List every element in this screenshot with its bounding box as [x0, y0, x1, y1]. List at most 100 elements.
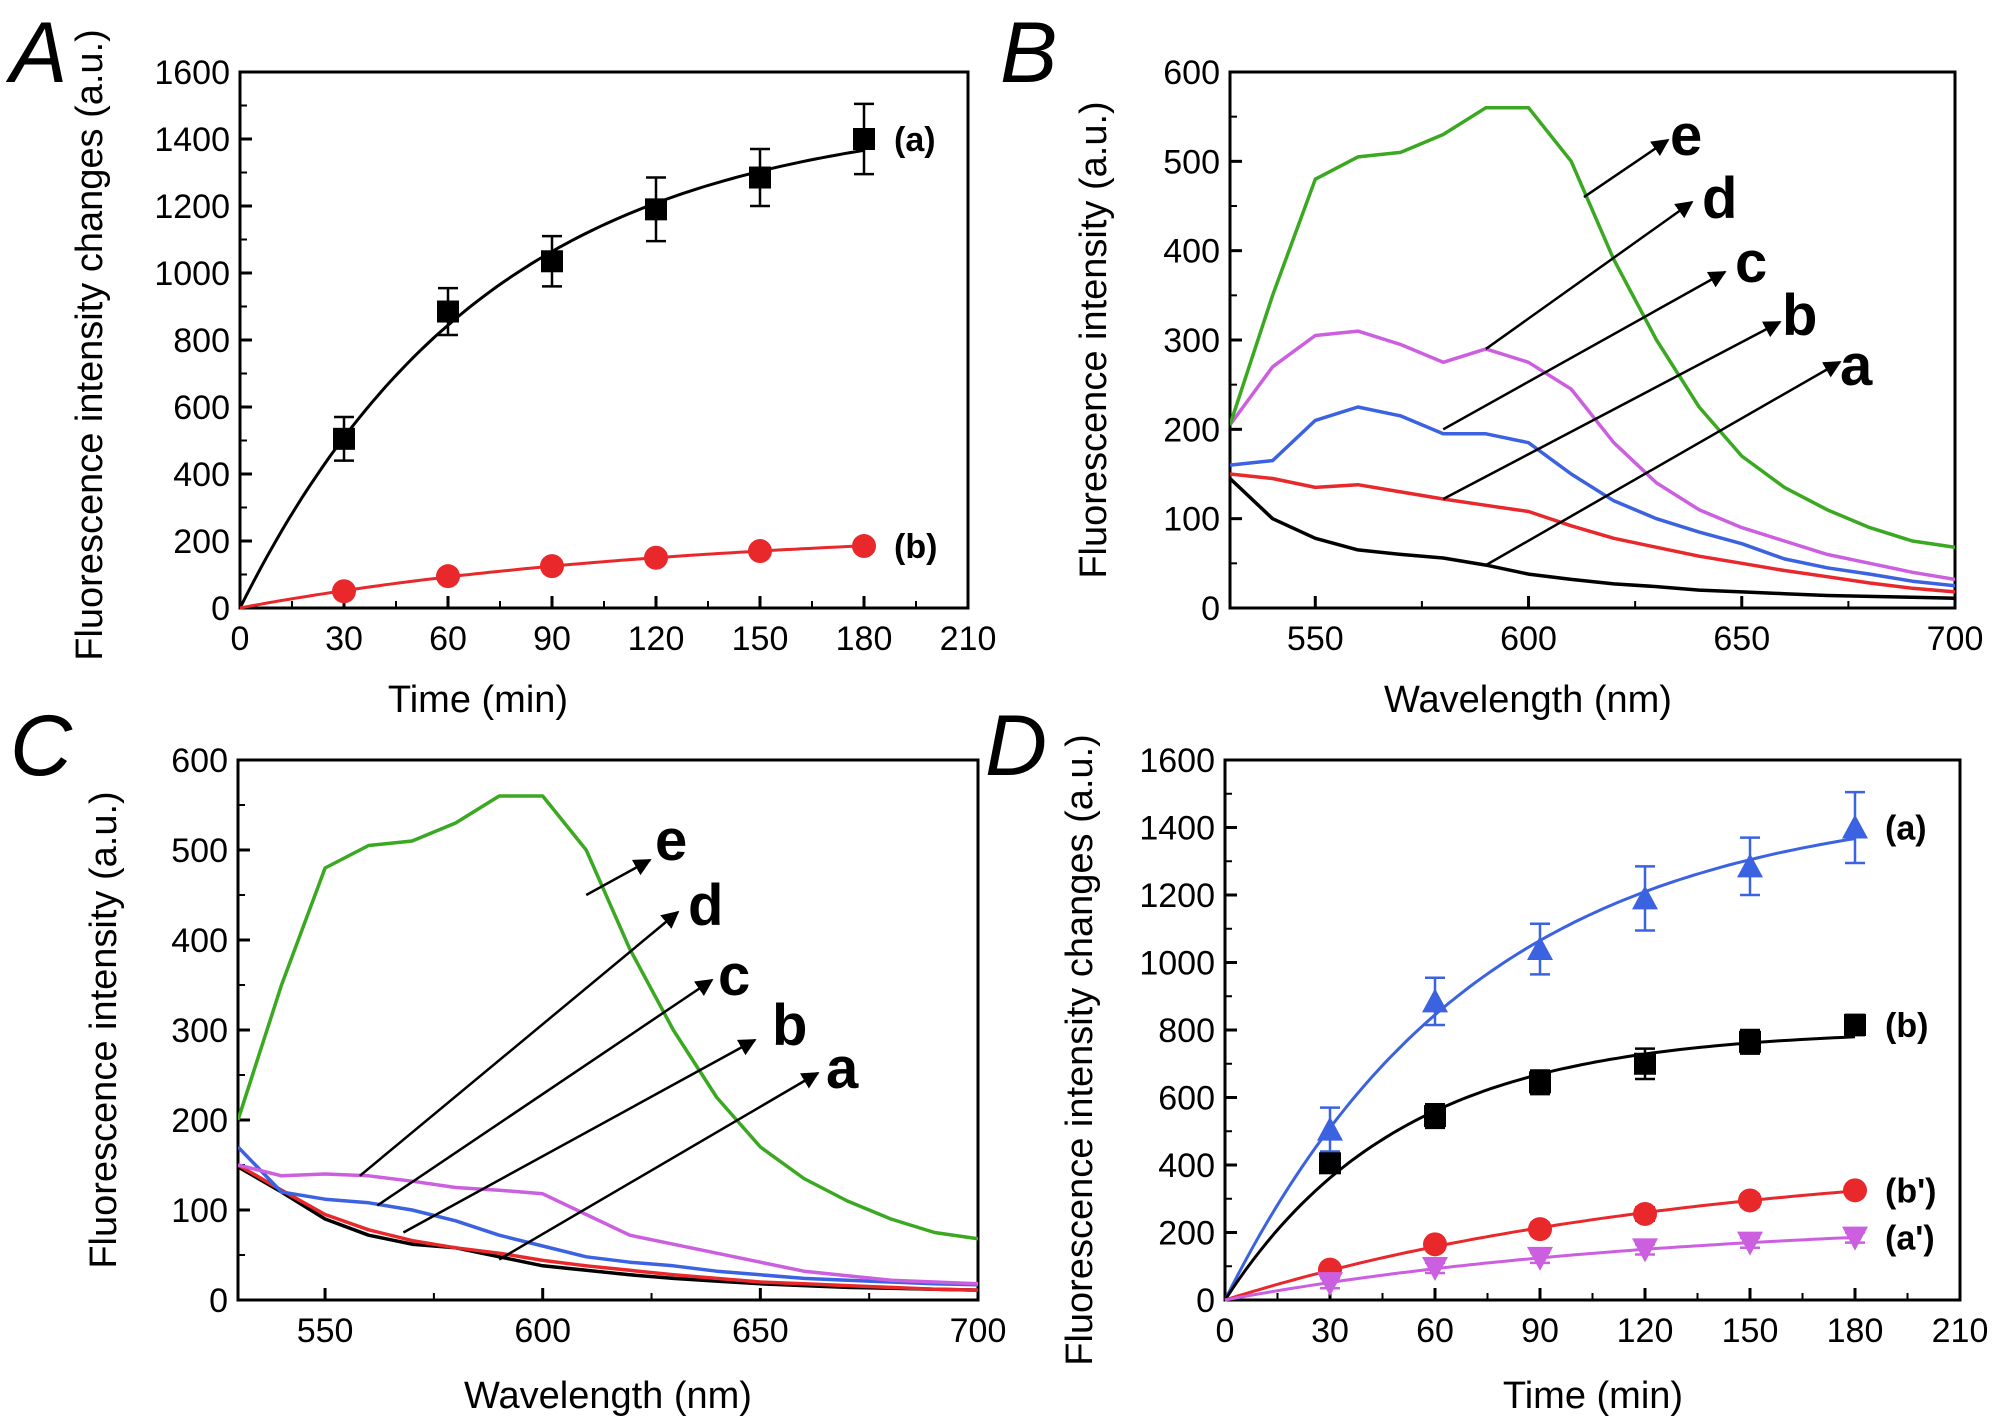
- panel-a-x-tick-label: 180: [836, 620, 893, 658]
- panel-a-series-tag: (b): [894, 528, 937, 566]
- panel-c-series-group: [238, 794, 978, 1292]
- panel-letter-d: D: [985, 698, 1047, 794]
- panel-c-label-arrow-b: [402, 1038, 757, 1234]
- panel-d-y-axis-title: Fluorescence intensity changes (a.u.): [1059, 734, 1101, 1366]
- panel-d-y-tick-label: 0: [1196, 1282, 1215, 1320]
- panel-a-y-axis-title: Fluorescence intensity changes (a.u.): [69, 29, 111, 661]
- panel-a-data-point: [437, 300, 459, 323]
- panel-a-data-point: [749, 166, 771, 189]
- panel-b-label-arrow-c: [1442, 270, 1727, 431]
- panel-d-data-point: [1632, 1238, 1658, 1263]
- panel-d-series-tag: (a'): [1885, 1220, 1935, 1258]
- panel-a-series-tag: (a): [894, 121, 936, 159]
- panel-b-y-tick-label: 100: [1163, 501, 1220, 539]
- panel-a-x-tick-label: 210: [940, 620, 997, 658]
- panel-b-series-c-line: [1230, 405, 1955, 588]
- panel-b-curve-label-a: a: [1840, 333, 1873, 398]
- panel-d-data-point: [1633, 1201, 1657, 1226]
- panel-d-series-tag: (b'): [1885, 1172, 1937, 1210]
- panel-a-data-point: [644, 545, 668, 570]
- panel-d-data-point: [1423, 1232, 1447, 1257]
- panel-d-y-tick-label: 1600: [1139, 742, 1215, 780]
- panel-b-label-arrow-d: [1485, 200, 1694, 350]
- panel-a-data-point: [541, 250, 563, 273]
- panel-b-x-tick-label: 650: [1713, 620, 1770, 658]
- panel-b-curve-label-d: d: [1702, 166, 1737, 231]
- panel-d-x-tick-label: 90: [1521, 1312, 1559, 1350]
- panel-b-y-axis-title: Fluorescence intensity (a.u.): [1073, 101, 1115, 578]
- panel-d-data-point: [1842, 1226, 1868, 1251]
- panel-letter-c: C: [10, 698, 73, 794]
- panel-d-y-tick-label: 1400: [1139, 810, 1215, 848]
- panel-b-label-arrow-b: [1442, 320, 1782, 501]
- panel-c-y-tick-label: 0: [209, 1282, 228, 1320]
- panel-b-y-tick-label: 0: [1201, 590, 1220, 628]
- panel-b-y-tick-label: 400: [1163, 233, 1220, 271]
- panel-b-curve-label-b: b: [1782, 283, 1817, 348]
- panel-a-y-tick-label: 200: [173, 523, 230, 561]
- panel-a-x-tick-label: 150: [732, 620, 789, 658]
- panel-a: A 0 30 60 90 120 150 180 210 0 200 400 600 800 1000 12…: [5, 5, 996, 721]
- panel-d-data-point: [1737, 853, 1763, 878]
- panel-d-data-point: [1738, 1188, 1762, 1213]
- panel-d: D 0 30 60 90 120 150 180 210 0 200 400 600 800 1000 12…: [985, 698, 1988, 1417]
- panel-c-curve-label-e: e: [655, 808, 687, 873]
- panel-d-y-tick-label: 1000: [1139, 945, 1215, 983]
- panel-a-x-tick-label: 120: [628, 620, 685, 658]
- panel-c-label-arrow-c: [376, 978, 714, 1207]
- panel-c-plot-frame: [236, 758, 980, 1302]
- panel-b-label-arrow-a: [1485, 360, 1842, 567]
- panel-d-x-tick-label: 60: [1416, 1312, 1454, 1350]
- panel-d-y-tick-label: 400: [1158, 1147, 1215, 1185]
- panel-d-data-point: [1528, 1217, 1552, 1242]
- panel-d-x-axis-title: Time (min): [1503, 1375, 1683, 1417]
- panel-a-x-axis-title: Time (min): [388, 679, 568, 721]
- panel-a-data-point: [853, 128, 875, 150]
- panel-d-data-point: [1844, 1013, 1866, 1036]
- panel-b-x-tick-label: 600: [1500, 620, 1557, 658]
- panel-b-y-tick-label: 500: [1163, 143, 1220, 181]
- panel-a-data-point: [852, 534, 876, 559]
- panel-a-y-tick-label: 1600: [154, 54, 230, 92]
- panel-a-y-tick-label: 800: [173, 322, 230, 360]
- panel-d-x-tick-label: 180: [1827, 1312, 1884, 1350]
- panel-a-x-tick-label: 0: [231, 620, 250, 658]
- panel-c-y-axis-title: Fluorescence intensity (a.u.): [83, 791, 125, 1268]
- panel-d-data-point: [1529, 1071, 1551, 1094]
- panel-b-x-tick-label: 700: [1927, 620, 1984, 658]
- panel-d-y-tick-label: 1200: [1139, 877, 1215, 915]
- panel-d-x-tick-label: 0: [1216, 1312, 1235, 1350]
- panel-c-curve-label-b: b: [772, 993, 807, 1058]
- panel-b-series-a-line: [1230, 477, 1955, 600]
- panel-a-y-tick-label: 1000: [154, 255, 230, 293]
- panel-d-y-tick-label: 200: [1158, 1215, 1215, 1253]
- panel-c-curve-label-c: c: [718, 943, 750, 1008]
- panel-d-data-point: [1842, 814, 1868, 839]
- panel-b-series-b-line: [1230, 472, 1955, 594]
- panel-c-series-a-line: [238, 1165, 978, 1292]
- panel-d-data-point: [1527, 936, 1553, 960]
- panel-d-series-tag: (b): [1885, 1007, 1928, 1045]
- panel-c-x-tick-label: 600: [514, 1312, 571, 1350]
- panel-d-data-point: [1317, 1116, 1343, 1141]
- panel-a-x-tick-label: 90: [533, 620, 571, 658]
- panel-c-series-b-line: [238, 1163, 978, 1292]
- panel-c-y-tick-label: 300: [171, 1012, 228, 1050]
- panel-a-data-point: [645, 198, 667, 221]
- panel-d-y-tick-label: 800: [1158, 1012, 1215, 1050]
- panel-c-y-tick-label: 600: [171, 742, 228, 780]
- panel-a-data-point: [540, 554, 564, 579]
- panel-d-data-point: [1317, 1272, 1343, 1297]
- panel-a-data-point: [332, 579, 356, 604]
- panel-c-y-tick-label: 400: [171, 922, 228, 960]
- panel-letter-b: B: [1000, 5, 1057, 101]
- panel-c-x-axis-title: Wavelength (nm): [464, 1375, 752, 1417]
- panel-b-series-group: [1230, 105, 1955, 600]
- panel-b-series-d-line: [1230, 329, 1955, 582]
- panel-b-curve-label-c: c: [1735, 230, 1767, 295]
- panel-c-y-tick-label: 100: [171, 1192, 228, 1230]
- panel-b-series-e-line: [1230, 105, 1955, 550]
- panel-a-y-tick-label: 600: [173, 389, 230, 427]
- panel-c-label-arrow-e: [585, 858, 652, 897]
